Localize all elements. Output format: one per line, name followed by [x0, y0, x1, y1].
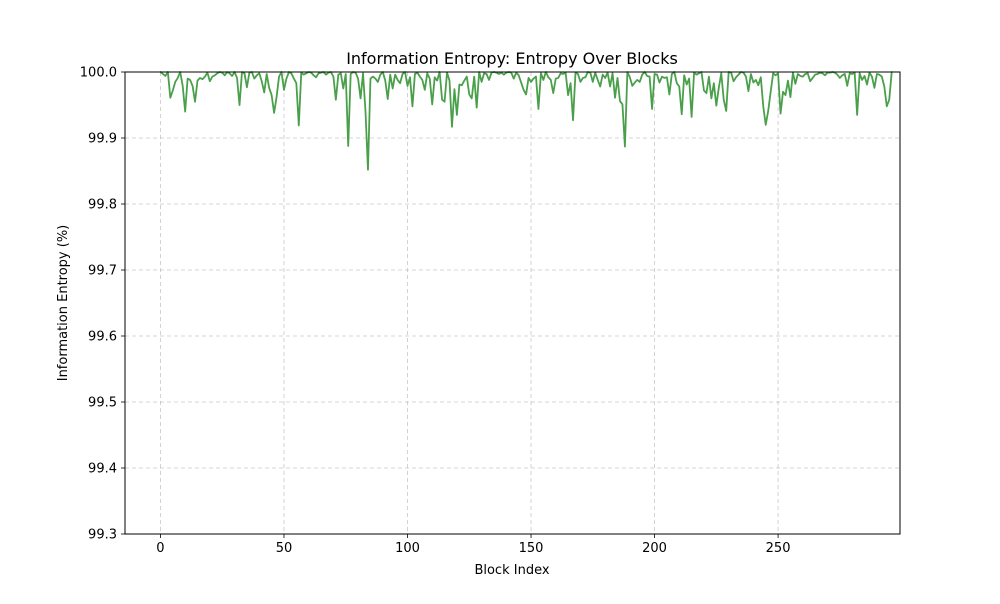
series-layer	[159, 71, 893, 171]
chart-title: Information Entropy: Entropy Over Blocks	[346, 49, 678, 68]
x-tick-label: 200	[642, 541, 667, 556]
y-tick-label: 100.0	[80, 66, 117, 81]
x-axis: 0 50 100 150 200 250	[156, 534, 790, 556]
y-tick-label: 99.5	[88, 396, 117, 411]
x-tick-label: 100	[395, 541, 420, 556]
x-tick-label: 50	[276, 541, 293, 556]
plot-area-frame	[124, 71, 901, 535]
x-tick-label: 150	[519, 541, 544, 556]
y-tick-label: 99.6	[88, 330, 117, 345]
x-tick-label: 250	[766, 541, 791, 556]
y-tick-label: 99.4	[88, 462, 117, 477]
y-tick-label: 99.7	[88, 264, 117, 279]
y-tick-label: 99.9	[88, 132, 117, 147]
y-axis-label: Information Entropy (%)	[56, 225, 71, 382]
y-tick-label: 99.8	[88, 198, 117, 213]
y-tick-label: 99.3	[88, 528, 117, 543]
x-tick-label: 0	[156, 541, 164, 556]
x-axis-label: Block Index	[474, 563, 549, 578]
entropy-series-line	[159, 71, 893, 171]
y-axis: 99.3 99.4 99.5 99.6 99.7 99.8 99.9 100.0	[80, 66, 125, 543]
